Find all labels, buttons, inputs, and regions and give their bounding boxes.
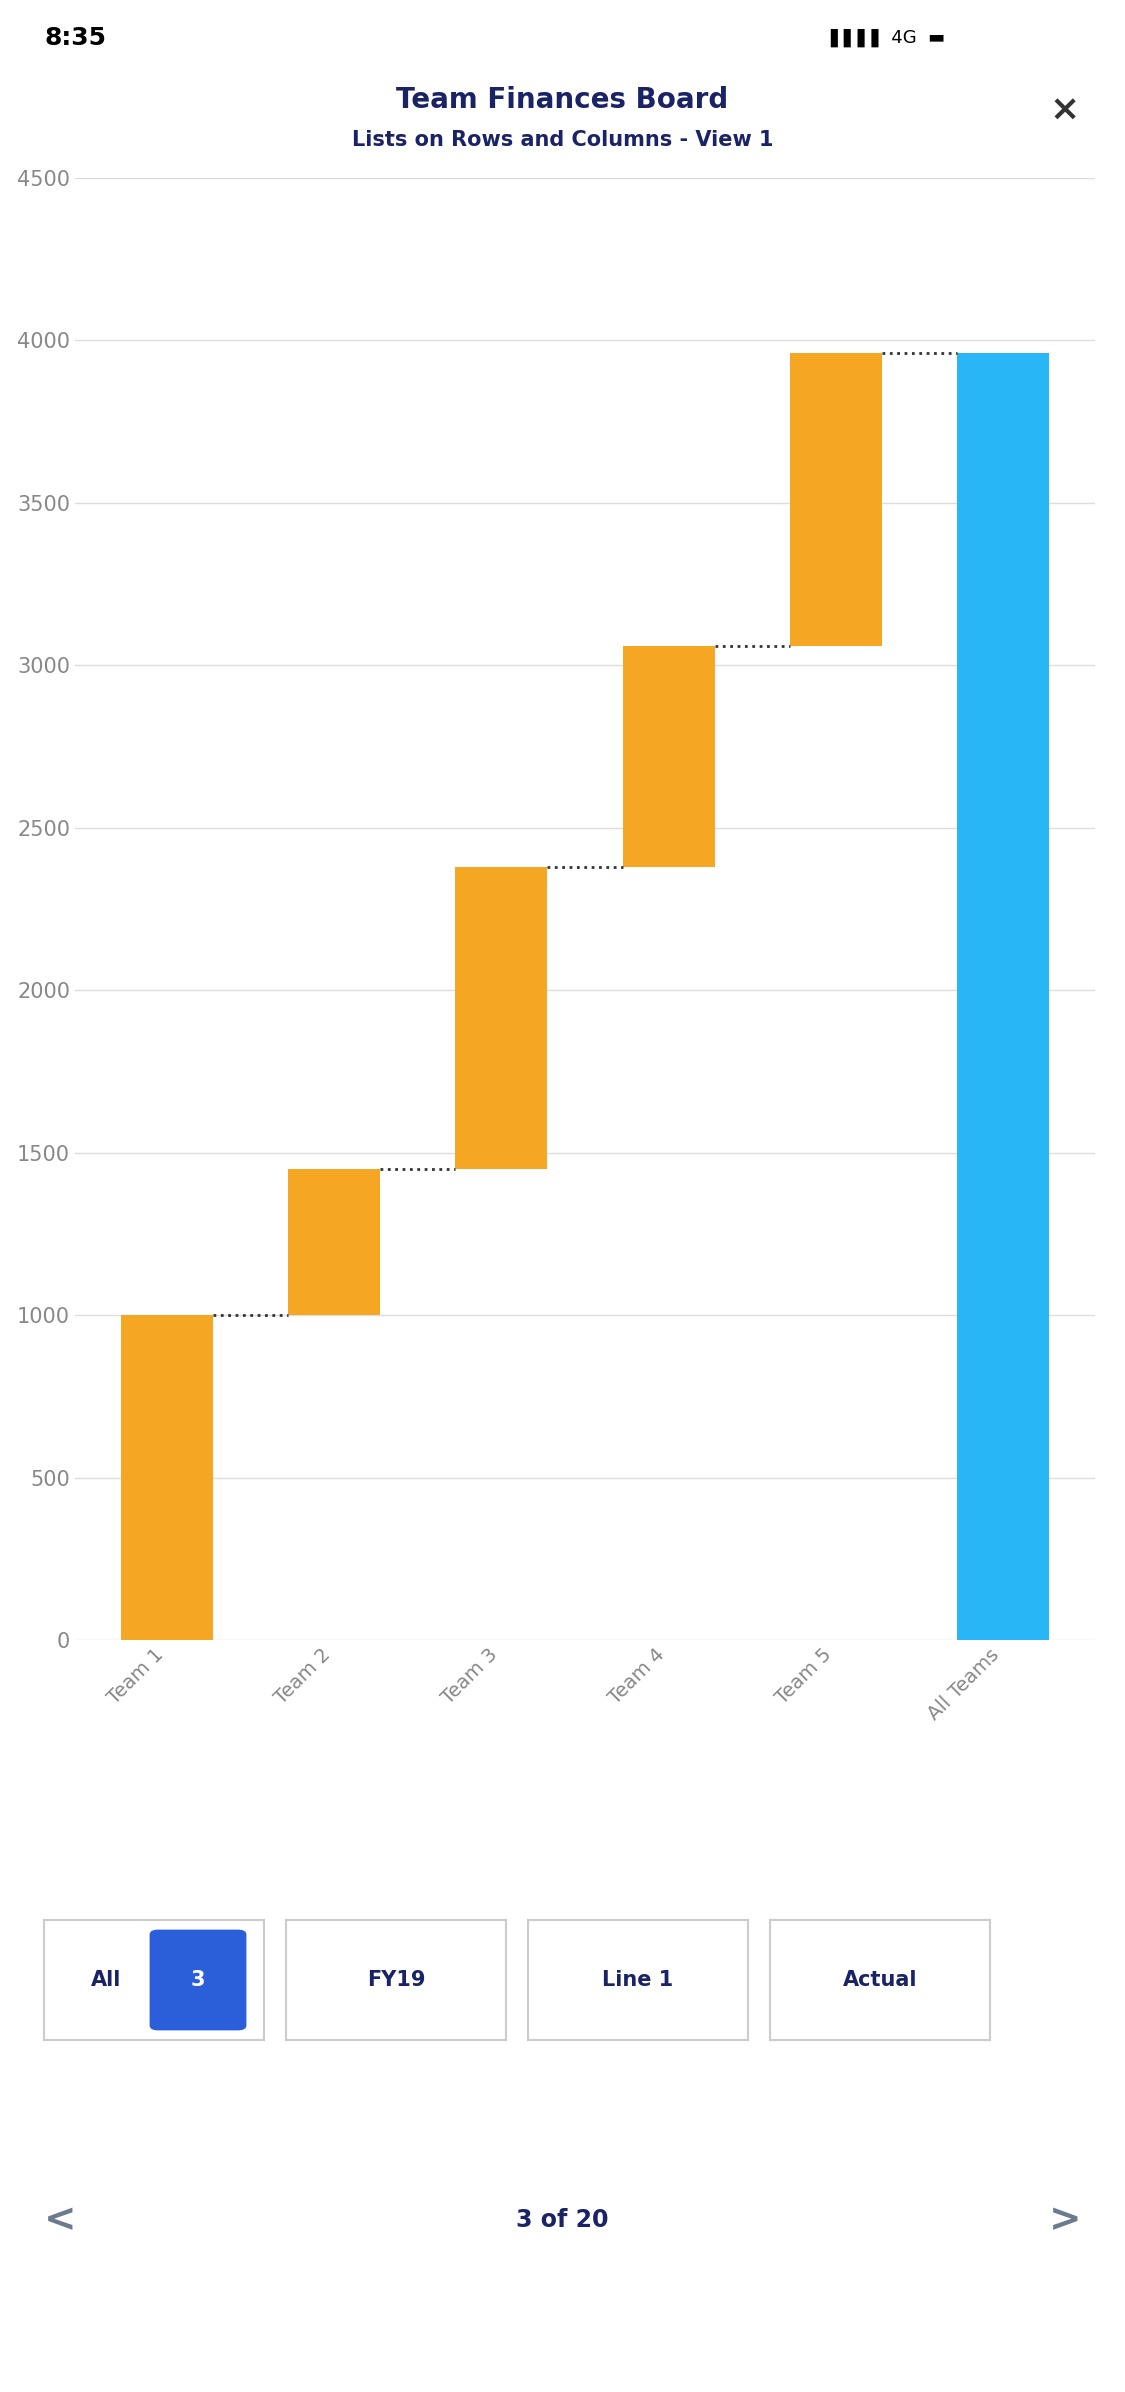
Text: ▌▌▌▌ 4G  ▬: ▌▌▌▌ 4G ▬ [830,29,945,48]
Bar [288,1170,380,1316]
Bar [622,646,714,866]
Text: FY19: FY19 [367,1971,425,1990]
Text: >: > [1048,2201,1081,2239]
Text: 3: 3 [191,1971,205,1990]
Text: 3 of 20: 3 of 20 [516,2208,609,2232]
Text: Team Finances Board: Team Finances Board [396,86,729,115]
Text: Lists on Rows and Columns - View 1: Lists on Rows and Columns - View 1 [352,129,773,151]
Text: Line 1: Line 1 [602,1971,674,1990]
Bar [122,1316,213,1641]
Text: ×: × [1050,93,1080,127]
Text: Actual: Actual [843,1971,917,1990]
Text: <: < [44,2201,76,2239]
Bar [957,354,1048,1641]
Text: 8:35: 8:35 [45,26,107,50]
Bar [790,354,882,646]
Text: All: All [90,1971,120,1990]
Bar [456,866,548,1170]
FancyBboxPatch shape [150,1930,246,2031]
